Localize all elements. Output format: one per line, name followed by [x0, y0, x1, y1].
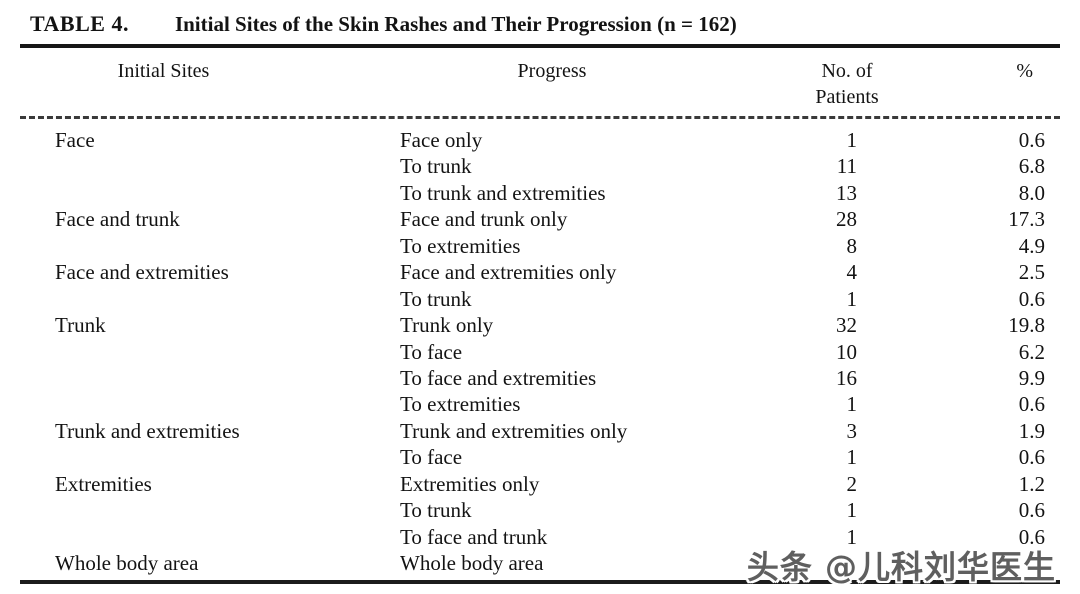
- cell-progress: To trunk: [400, 154, 472, 179]
- cell-initial-site: Face: [55, 128, 95, 152]
- table-row: To extremities 1 0.6: [0, 391, 1080, 417]
- column-header-no-of-patients: No. of Patients: [807, 58, 887, 110]
- cell-percent: 9.9: [1018, 365, 1045, 390]
- cell-initial-site: [30, 286, 375, 312]
- table-row: To trunk and extremities 13 8.0: [0, 180, 1080, 206]
- table-row: Trunk and extremities Trunk and extremiti…: [0, 418, 1080, 444]
- cell-no-of-patients: 1: [846, 498, 858, 523]
- cell-progress: To trunk: [400, 498, 472, 523]
- cell-percent: 0.6: [1018, 498, 1045, 523]
- cell-progress: To extremities: [400, 233, 521, 258]
- table-row: To trunk 11 6.8: [0, 153, 1080, 179]
- cell-initial-site: Trunk and extremities: [55, 418, 240, 443]
- cell-no-of-patients: 28: [836, 207, 857, 232]
- cell-no-of-patients: 1: [846, 128, 858, 152]
- table-row: To extremities 8 4.9: [0, 233, 1080, 259]
- table-row: To face and trunk 1 0.6: [0, 524, 1080, 550]
- cell-progress: To extremities: [400, 392, 521, 417]
- cell-progress: To trunk and extremities: [400, 180, 606, 205]
- cell-percent: 4.9: [1018, 233, 1045, 258]
- cell-percent: 19.8: [1008, 313, 1045, 338]
- watermark-text: 头条 @儿科刘华医生: [746, 548, 1056, 586]
- cell-percent: 17.3: [1008, 207, 1045, 232]
- cell-initial-site: [30, 365, 375, 391]
- cell-percent: 8.0: [1018, 180, 1045, 205]
- table-row: Extremities Extremities only 2 1.2: [0, 471, 1080, 497]
- cell-progress: To face: [400, 339, 463, 364]
- cell-percent: 0.6: [1018, 128, 1045, 152]
- cell-no-of-patients: 2: [846, 471, 858, 496]
- cell-percent: 0.6: [1018, 286, 1045, 311]
- cell-initial-site: [30, 391, 375, 417]
- cell-percent: 0.6: [1018, 524, 1045, 549]
- column-header-progress: Progress: [517, 60, 587, 82]
- header-rule: [20, 116, 1060, 119]
- cell-progress: Trunk only: [400, 313, 494, 338]
- cell-initial-site: Trunk: [55, 313, 106, 338]
- cell-initial-site: [30, 339, 375, 365]
- cell-progress: To face and trunk: [400, 524, 548, 549]
- cell-initial-site: Face and extremities: [55, 260, 229, 285]
- table-row: Face Face only 1 0.6: [0, 127, 1080, 153]
- cell-no-of-patients: 8: [846, 233, 858, 258]
- column-header-initial-sites: Initial Sites: [117, 60, 210, 82]
- table-row: To face and extremities 16 9.9: [0, 365, 1080, 391]
- cell-initial-site: [30, 153, 375, 179]
- cell-progress: Trunk and extremities only: [400, 418, 628, 443]
- cell-no-of-patients: 16: [836, 365, 857, 390]
- table-row: Trunk Trunk only 32 19.8: [0, 312, 1080, 338]
- table-row: To face 1 0.6: [0, 444, 1080, 470]
- cell-progress: To face: [400, 445, 463, 470]
- cell-no-of-patients: 13: [836, 180, 857, 205]
- table-title: Initial Sites of the Skin Rashes and The…: [174, 12, 737, 36]
- cell-percent: 1.2: [1018, 471, 1045, 496]
- table-row: Face and extremities Face and extremities…: [0, 259, 1080, 285]
- cell-no-of-patients: 1: [846, 524, 858, 549]
- table-header-row: Initial Sites Progress No. of Patients %: [0, 48, 1080, 116]
- cell-progress: Whole body area: [400, 551, 544, 575]
- column-header-no-of-line1: No. of: [821, 60, 873, 82]
- cell-percent: 2.5: [1018, 260, 1045, 285]
- column-header-percent: %: [1016, 60, 1033, 82]
- cell-no-of-patients: 4: [846, 260, 858, 285]
- table-row: To face 10 6.2: [0, 339, 1080, 365]
- cell-initial-site: [30, 180, 375, 206]
- cell-percent: 6.2: [1018, 339, 1045, 364]
- cell-initial-site: Whole body area: [55, 551, 199, 575]
- cell-percent: 6.8: [1018, 154, 1045, 179]
- cell-progress: Extremities only: [400, 471, 540, 496]
- cell-no-of-patients: 10: [836, 339, 857, 364]
- table-caption: TABLE 4. Initial Sites of the Skin Rashe…: [0, 0, 1080, 39]
- cell-progress: To trunk: [400, 286, 472, 311]
- cell-initial-site: Extremities: [55, 471, 152, 496]
- cell-initial-site: [30, 524, 375, 550]
- table-body: Face Face only 1 0.6 To trunk 11 6.8 To trunk a…: [0, 119, 1080, 576]
- cell-percent: 0.6: [1018, 392, 1045, 417]
- table-number-label: TABLE 4.: [30, 11, 129, 36]
- cell-initial-site: [30, 233, 375, 259]
- cell-progress: Face only: [400, 128, 483, 152]
- cell-initial-site: Face and trunk: [55, 207, 180, 232]
- bottom-rule: [20, 580, 1060, 585]
- cell-initial-site: [30, 444, 375, 470]
- cell-percent: 0.6: [1018, 445, 1045, 470]
- top-rule: [20, 44, 1060, 48]
- table-row: Whole body area Whole body area: [0, 550, 1080, 576]
- table-row: To trunk 1 0.6: [0, 497, 1080, 523]
- cell-progress: To face and extremities: [400, 365, 597, 390]
- cell-progress: Face and trunk only: [400, 207, 568, 232]
- cell-no-of-patients: 1: [846, 392, 858, 417]
- cell-no-of-patients: 1: [846, 445, 858, 470]
- cell-percent: 1.9: [1018, 418, 1045, 443]
- table-row: To trunk 1 0.6: [0, 286, 1080, 312]
- cell-no-of-patients: 3: [846, 418, 858, 443]
- table-row: Face and trunk Face and trunk only 28 17.3: [0, 206, 1080, 232]
- cell-no-of-patients: 11: [836, 154, 857, 179]
- column-header-no-of-line2: Patients: [815, 86, 879, 108]
- cell-no-of-patients: 32: [836, 313, 857, 338]
- cell-initial-site: [30, 497, 375, 523]
- cell-progress: Face and extremities only: [400, 260, 617, 285]
- cell-no-of-patients: 1: [846, 286, 858, 311]
